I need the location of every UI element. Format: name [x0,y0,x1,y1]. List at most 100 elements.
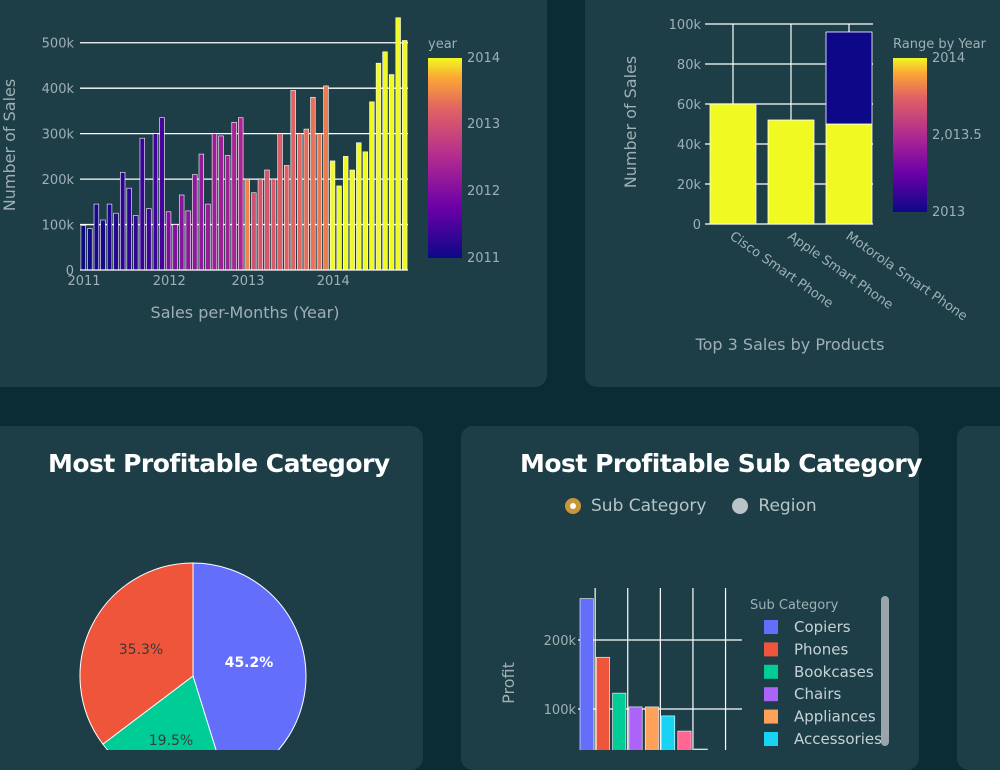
colorbar-tick-label: 2013 [467,117,500,132]
y-tick-label: 0 [693,218,701,233]
sales-bar [336,185,342,271]
sales-bar [172,224,178,271]
sales-bar [106,203,113,271]
sales-bar [179,194,185,271]
colorbar-tick-label: 2012 [467,184,500,199]
subcategory-bar [677,730,692,750]
radio-subcategory-label[interactable]: Sub Category [591,496,707,516]
sales-bar [375,62,382,271]
colorbar-tick-label: 2013 [932,205,965,220]
partial-card [957,426,1000,770]
colorbar-title: year [428,37,458,52]
sales-bar [119,171,126,271]
pie-slice-label: 35.3% [119,642,163,658]
pie-slice-label: 45.2% [225,655,274,671]
subcategory-bar [661,715,676,750]
x-tick-label: 2014 [317,274,350,289]
sales-bar [133,215,139,271]
sales-bar [244,178,250,271]
sales-bar [310,96,316,271]
sales-bar [382,51,388,271]
y-tick-label: 40k [677,138,702,153]
y-tick-label: 100k [669,18,702,33]
sales-bar [224,155,231,271]
sales-bar [283,165,290,271]
sales-bar [198,153,205,271]
sales-bar [211,133,218,271]
pie-slice [102,675,217,750]
legend-swatch [764,620,778,634]
product-bar-2014 [767,119,815,225]
x-tick-label: 2013 [231,274,264,289]
category-chart-title: Most Profitable Category [48,449,390,478]
subcategory-chart-title: Most Profitable Sub Category [520,449,923,478]
sales-bar [218,135,224,271]
sales-bar [185,210,191,271]
y-axis-title: Profit [499,662,518,704]
legend-swatch [764,687,778,702]
sales-bar [165,211,172,271]
x-axis-title: Top 3 Sales by Products [695,335,885,354]
y-tick-label: 300k [42,128,75,143]
legend-label: Copiers [794,618,851,636]
y-tick-label: 80k [677,58,702,73]
x-tick-label: 2011 [67,274,100,289]
sales-bar [80,225,86,271]
sales-bar [316,133,323,271]
y-tick-label: 100k [544,703,577,718]
y-tick-label: 400k [42,82,75,97]
sales-bar [238,117,244,271]
radio-region-label[interactable]: Region [758,496,817,516]
legend-label: Chairs [794,685,842,703]
sales-bar [93,203,100,271]
product-bar-2014 [825,123,873,225]
sales-bar [356,142,362,271]
sales-bar [146,208,152,271]
sales-bar [205,203,211,271]
sales-bar [329,160,336,271]
subcategory-bar [595,656,610,750]
legend-swatch [764,709,778,724]
y-tick-label: 100k [42,219,75,234]
range-colorbar [893,58,927,212]
x-tick-label: Cisco Smart Phone [727,229,836,312]
y-tick-label: 200k [42,173,75,188]
radio-region[interactable] [732,498,749,514]
x-tick-label: 2012 [153,274,186,289]
colorbar-tick-label: 2011 [467,251,500,266]
sales-bar [277,133,283,271]
sales-bar [388,74,395,271]
charts-canvas: 0 100k 200k 300k 400k 500k 2011 2012 2013 2014 Sal… [0,17,987,750]
subcategory-card [461,426,919,770]
legend-label: Accessories [794,730,882,748]
pie-slice [192,562,307,750]
sales-bar [270,178,277,271]
sales-bar [192,174,198,271]
sales-bar [264,169,270,271]
sales-bar [369,101,375,271]
sales-bar [231,121,237,271]
legend-swatch [764,732,778,746]
x-axis-title: Sales per-Months (Year) [151,303,340,322]
y-tick-label: 20k [677,178,702,193]
sales-bar [402,40,408,271]
y-axis-title: Number of Sales [0,79,19,211]
sales-bar [297,133,303,271]
sales-bar [395,17,401,271]
radio-subcategory[interactable] [565,498,581,514]
sales-bar [343,156,349,271]
legend-scrollbar [881,596,889,746]
x-tick-label: Apple Smart Phone [785,229,896,313]
legend-title: Sub Category [750,598,839,613]
product-bar-2013 [825,31,873,125]
sales-bar [152,133,159,271]
legend-label: Bookcases [794,663,874,681]
legend-swatch [764,664,778,679]
sales-bar [159,117,165,271]
y-tick-label: 60k [677,98,702,113]
legend-label: Appliances [794,708,876,726]
y-tick-label: 200k [544,634,577,649]
colorbar-tick-label: 2014 [467,51,500,66]
y-tick-label: 500k [42,37,75,52]
sales-bar [126,187,132,271]
